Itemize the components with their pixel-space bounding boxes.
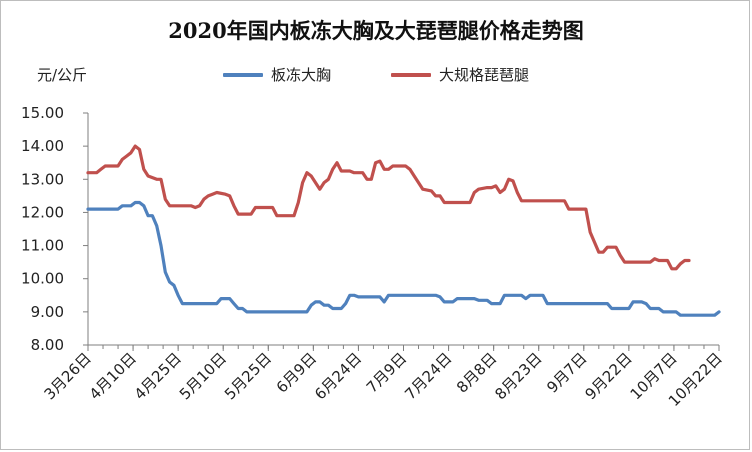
y-tick-label: 9.00 [31,303,64,321]
y-tick-label: 14.00 [21,137,64,155]
x-tick-label: 6月24日 [311,349,365,403]
y-axis-unit-label: 元/公斤 [37,66,88,84]
y-tick-label: 15.00 [21,104,64,122]
series-line-drumstick [86,144,691,271]
x-tick-label: 8月23日 [491,349,545,403]
x-tick-label: 4月10日 [86,349,140,403]
x-tick-label: 9月22日 [581,349,635,403]
series-line-breast [86,200,721,317]
y-tick-label: 11.00 [21,237,64,255]
y-tick-label: 10.00 [21,270,64,288]
y-tick-label: 13.00 [21,170,64,188]
y-tick-label: 8.00 [31,336,64,354]
x-tick-label: 5月10日 [176,349,230,403]
chart-title: 2020年国内板冻大胸及大琵琶腿价格走势图 [168,18,584,43]
x-tick-label: 4月25日 [131,349,185,403]
x-tick-label: 5月25日 [221,349,275,403]
legend-label-breast: 板冻大胸 [271,66,332,84]
x-tick-label: 3月26日 [41,349,95,403]
y-tick-label: 12.00 [21,203,64,221]
legend-label-drumstick: 大规格琵琶腿 [439,66,530,84]
legend-swatch-drumstick [391,73,431,77]
legend-swatch-breast [223,73,263,77]
x-tick-label: 7月24日 [401,349,455,403]
